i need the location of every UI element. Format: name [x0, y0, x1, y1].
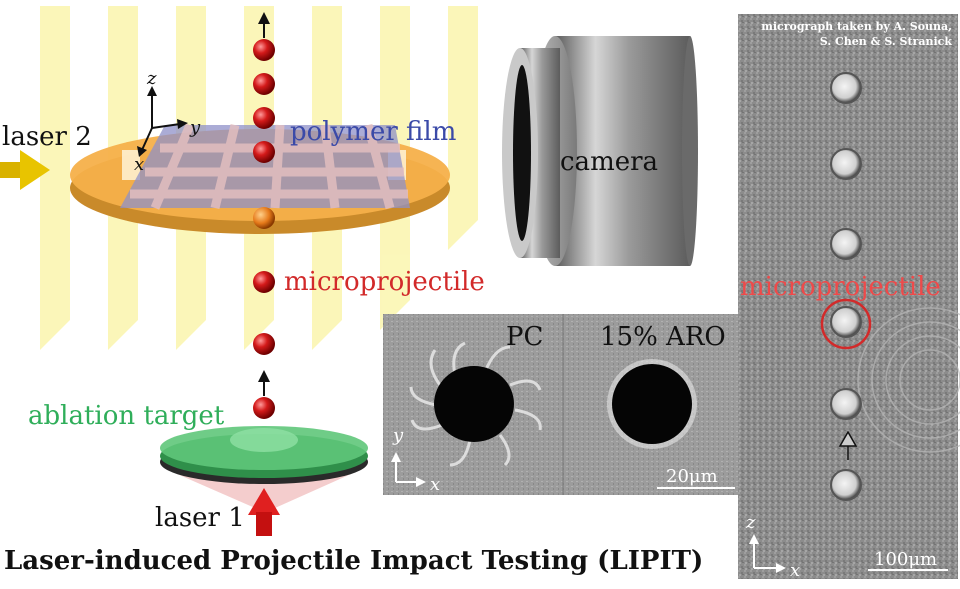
polymer-film: [120, 123, 410, 210]
laser2-arrow: [0, 150, 50, 190]
film-axes: [137, 86, 188, 157]
inset-pc-label: PC: [506, 322, 543, 352]
axis-x-label: x: [134, 154, 144, 175]
ablation-target: [160, 426, 368, 508]
launch-arrow: [258, 370, 270, 396]
microprojectile-stream: [253, 39, 275, 419]
micrograph-credit-1: micrograph taken by A. Souna,: [761, 20, 952, 33]
exit-arrow: [258, 12, 270, 38]
micrograph-credit-2: S. Chen & S. Stranick: [820, 35, 953, 48]
inset-axis-x: x: [430, 474, 440, 495]
figure-title: Laser-induced Projectile Impact Testing …: [4, 546, 704, 576]
axis-y-label: y: [189, 117, 201, 138]
laser1-label: laser 1: [155, 503, 245, 533]
micrograph-axis-x: x: [790, 560, 800, 581]
laser2-label: laser 2: [2, 122, 92, 152]
polymer-film-label: polymer film: [290, 117, 456, 147]
inset-scale-label: 20μm: [666, 466, 718, 487]
micrograph-axes: [749, 534, 786, 573]
axis-z-label: z: [146, 68, 157, 89]
inset-axis-y: y: [392, 425, 404, 446]
micrograph-scale-label: 100μm: [874, 549, 937, 570]
inset-axes: [391, 452, 426, 487]
microprojectile-label: microprojectile: [284, 267, 485, 297]
laser1-arrow: [248, 488, 280, 536]
camera-icon: [502, 36, 698, 266]
camera-label: camera: [560, 147, 658, 177]
micrograph-panel: [738, 14, 960, 579]
micrograph-microprojectile-label: microprojectile: [740, 272, 941, 302]
impact-inset: [383, 314, 743, 495]
ablation-target-label: ablation target: [28, 401, 225, 431]
micrograph-axis-z: z: [745, 512, 756, 533]
inset-aro-label: 15% ARO: [600, 322, 726, 352]
